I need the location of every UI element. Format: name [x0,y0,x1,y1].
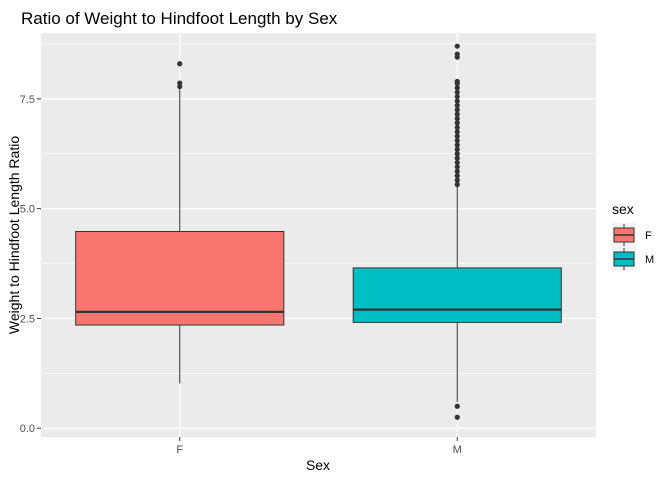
outlier-point [454,129,460,135]
outlier-point [454,146,460,152]
outlier-point [454,403,460,409]
minor-gridlines [41,43,596,374]
outlier-point [454,116,460,122]
outlier-point [454,78,460,84]
outlier-point [454,414,460,420]
outlier-point [454,98,460,104]
outlier-point [454,102,460,109]
outlier-point [454,155,460,161]
legend-label: M [645,254,654,266]
legend-item-F: F [612,223,652,247]
outlier-point [177,80,183,86]
box-iqr [352,267,562,323]
outlier-point [454,107,460,113]
outlier-point [177,61,183,67]
legend-label: F [645,230,652,242]
outlier-point [454,51,460,57]
outlier-point [454,120,460,126]
legend: sex FM [612,201,654,271]
box-M [352,43,562,420]
box-F [75,61,285,384]
outlier-point [454,85,460,91]
outlier-point [454,164,460,170]
y-tick-label: 2.5 [20,313,35,325]
box-iqr [75,230,285,326]
x-tick-label: M [453,444,462,456]
outlier-point [454,111,460,117]
outlier-point [454,124,460,131]
outlier-point [454,43,460,49]
outlier-point [454,137,460,144]
y-tick-label: 7.5 [20,94,35,106]
outlier-point [454,181,460,188]
outlier-point [454,94,460,100]
legend-item-M: M [612,247,654,271]
y-tick-label: 5.0 [20,204,35,216]
outlier-point [454,168,460,174]
outlier-point [454,159,460,166]
legend-title: sex [612,201,634,217]
outlier-point [454,89,460,95]
y-axis-title: Weight to Hindfoot Length Ratio [6,136,22,334]
outlier-point [454,173,460,179]
x-tick-label: F [176,444,183,456]
outlier-point [454,177,460,183]
chart-title: Ratio of Weight to Hindfoot Length by Se… [21,9,338,28]
boxplot-boxes [75,43,562,420]
legend-items: FM [612,223,654,271]
x-axis-title: Sex [306,457,330,473]
outlier-point [454,142,460,148]
outlier-point [454,151,460,157]
y-axis-ticks: 0.0 2.5 5.0 7.5 [20,94,41,435]
y-tick-label: 0.0 [20,423,35,435]
outlier-point [454,133,460,139]
